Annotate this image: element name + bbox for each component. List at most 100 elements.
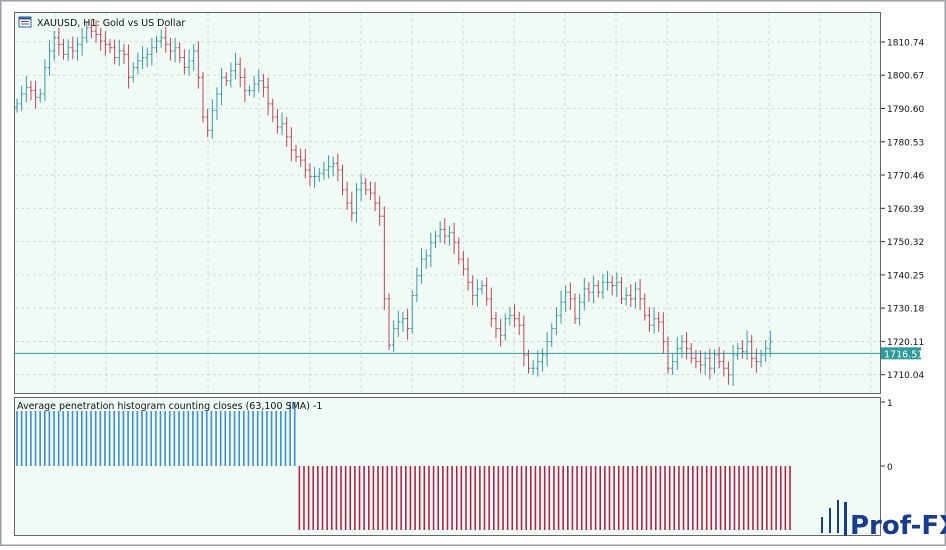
price-candle [289, 127, 294, 162]
price-candle [545, 332, 549, 367]
price-candle [368, 181, 373, 200]
price-candle [629, 284, 633, 308]
price-candle [363, 177, 368, 196]
price-candle [284, 116, 289, 147]
price-candle [508, 307, 512, 326]
price-candle [136, 52, 140, 75]
price-candle [591, 275, 596, 304]
price-candle [633, 282, 638, 309]
price-candle [196, 41, 201, 89]
price-candle [71, 36, 75, 60]
price-candle [703, 351, 707, 375]
price-candle [582, 277, 587, 311]
price-candle [522, 315, 526, 367]
prof-fx-logo: Prof-FX [821, 500, 946, 541]
price-candle [336, 153, 340, 182]
price-candle [717, 346, 721, 369]
price-candle [456, 237, 461, 265]
indicator-axis-label-0: 0 [887, 463, 893, 473]
indicator-title-bg [15, 399, 287, 411]
price-candle [735, 343, 740, 361]
price-candle [294, 144, 298, 163]
price-candle [731, 345, 735, 387]
price-candle [484, 277, 489, 306]
price-candle [140, 46, 145, 70]
price-candle [350, 191, 354, 222]
price-axis-label: 1750.32 [887, 238, 924, 248]
price-candle [410, 290, 415, 334]
price-candle [126, 44, 131, 89]
price-candle [340, 164, 345, 196]
price-candle [308, 163, 312, 187]
price-candle [275, 108, 280, 134]
price-panel[interactable] [14, 12, 881, 394]
price-axis-label: 1720.11 [887, 338, 924, 348]
price-candle [145, 47, 149, 68]
price-candle [615, 272, 619, 297]
price-candle [419, 247, 424, 284]
price-candle [466, 257, 470, 291]
price-candle [52, 31, 56, 61]
price-candle [317, 167, 322, 182]
price-candle [238, 57, 242, 88]
indicator-title: Average penetration histogram counting c… [17, 401, 322, 412]
price-candle [549, 323, 554, 348]
symbol-title: XAUUSD, H1: Gold vs US Dollar [37, 18, 185, 29]
price-candle [252, 75, 256, 98]
price-candle [84, 22, 89, 44]
price-candle [191, 44, 196, 71]
price-candle [326, 155, 331, 179]
price-axis-label: 1770.46 [887, 172, 924, 182]
price-axis-label: 1800.67 [887, 72, 924, 82]
price-candle [740, 340, 745, 359]
price-candle [619, 277, 624, 305]
price-candle [461, 250, 466, 276]
price-candle [624, 287, 628, 306]
current-price-badge [881, 347, 921, 360]
price-candle [168, 37, 173, 61]
price-axis-label: 1760.39 [887, 205, 924, 215]
price-candle [601, 274, 605, 299]
price-candle [698, 350, 703, 374]
price-candle [443, 218, 447, 245]
price-candle [19, 85, 24, 111]
price-candle [94, 19, 98, 43]
price-candle [154, 35, 159, 53]
price-candle [164, 26, 168, 53]
price-candle [498, 318, 503, 347]
indicator-axis[interactable] [881, 397, 944, 536]
price-candle [131, 62, 136, 83]
price-candle [373, 181, 377, 212]
price-candle [610, 275, 614, 296]
price-candle [247, 85, 252, 96]
price-candle [470, 275, 475, 306]
price-candle [38, 88, 43, 103]
price-candle [80, 28, 84, 56]
price-candle [354, 183, 359, 223]
price-candle [494, 311, 498, 339]
price-candle [405, 308, 410, 340]
price-axis-label: 1780.53 [887, 138, 924, 148]
candles-layer [15, 19, 773, 387]
price-candle [177, 42, 182, 63]
price-axis-label: 1790.60 [887, 105, 924, 115]
price-axis[interactable] [881, 12, 944, 394]
price-candle [112, 39, 117, 65]
price-candle [577, 293, 582, 326]
price-candle [647, 307, 652, 333]
price-candle [433, 230, 438, 248]
price-candle [722, 350, 726, 377]
price-candle [489, 287, 494, 327]
price-candle [210, 99, 215, 139]
price-candle [243, 67, 247, 102]
price-axis-label: 1710.04 [887, 371, 924, 381]
price-candle [382, 206, 387, 311]
price-candle [670, 353, 675, 375]
price-grid [15, 13, 880, 393]
price-candle [424, 249, 428, 269]
price-candle [396, 310, 401, 337]
price-candle [605, 271, 610, 291]
price-candle [401, 311, 405, 332]
